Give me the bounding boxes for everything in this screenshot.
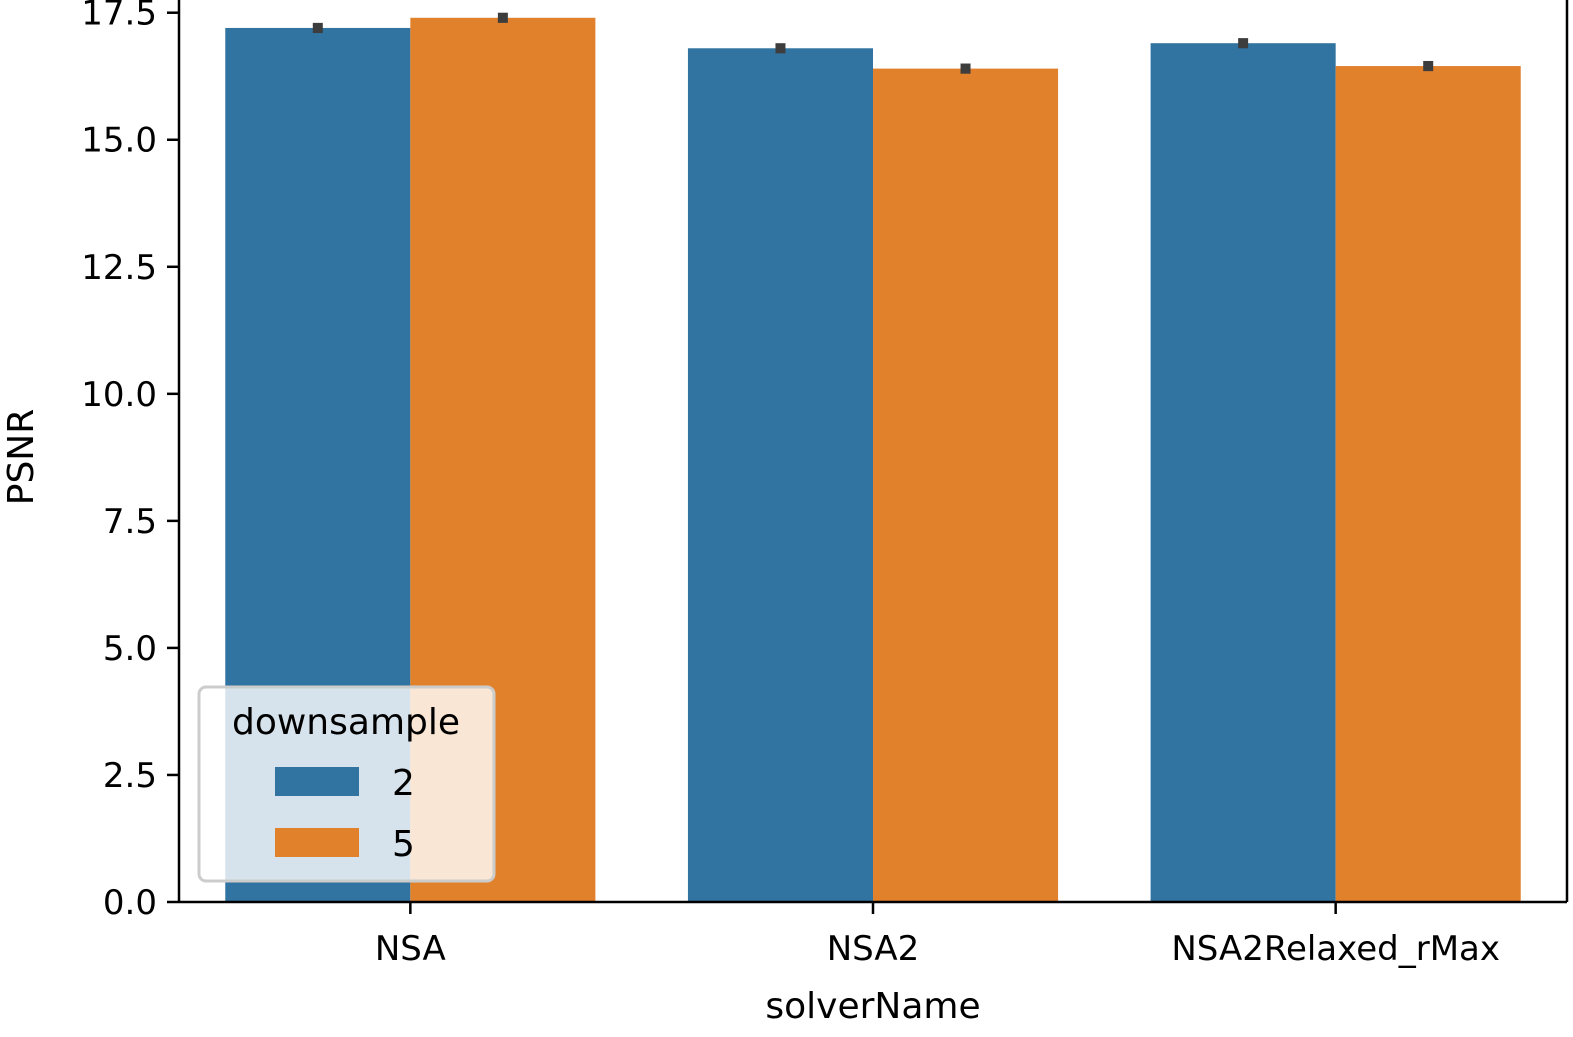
y-tick-label: 10.0 (81, 375, 157, 415)
x-ticks-layer: NSA NSA2 NSA2Relaxed_rMax (375, 902, 1500, 969)
y-tick-label: 2.5 (103, 756, 157, 796)
legend-label-2: 2 (392, 763, 415, 804)
legend-swatch-2 (275, 767, 359, 796)
bar-NSA2Relaxed_rMax-downsample-2 (1150, 43, 1336, 903)
x-tick-label: NSA (375, 929, 446, 969)
bar-NSA2-downsample-2 (687, 48, 873, 902)
y-tick-label: 17.5 (81, 0, 157, 34)
legend-swatch-5 (275, 828, 359, 857)
y-axis-title: PSNR (1, 409, 42, 506)
legend-entries: 25 (275, 763, 415, 865)
y-tick-label: 15.0 (81, 121, 157, 161)
x-tick-label: NSA2Relaxed_rMax (1171, 929, 1500, 969)
y-tick-label: 7.5 (103, 502, 157, 542)
legend: downsample 25 (197, 685, 496, 883)
y-ticks-layer: 0.0 2.5 5.0 7.5 10.0 12.5 15.0 17.5 (81, 0, 179, 923)
y-tick-label: 12.5 (81, 248, 157, 288)
error-bars-layer (312, 12, 1434, 74)
bar-NSA2Relaxed_rMax-downsample-5 (1335, 66, 1521, 903)
legend-title: downsample (232, 702, 460, 743)
x-tick-label: NSA2 (827, 929, 920, 969)
legend-label-5: 5 (392, 824, 415, 865)
y-tick-label: 0.0 (103, 883, 157, 923)
y-tick-label: 5.0 (103, 629, 157, 669)
x-axis-title: solverName (765, 986, 980, 1027)
bars-layer (225, 17, 1521, 903)
bar-NSA2-downsample-5 (873, 68, 1059, 903)
